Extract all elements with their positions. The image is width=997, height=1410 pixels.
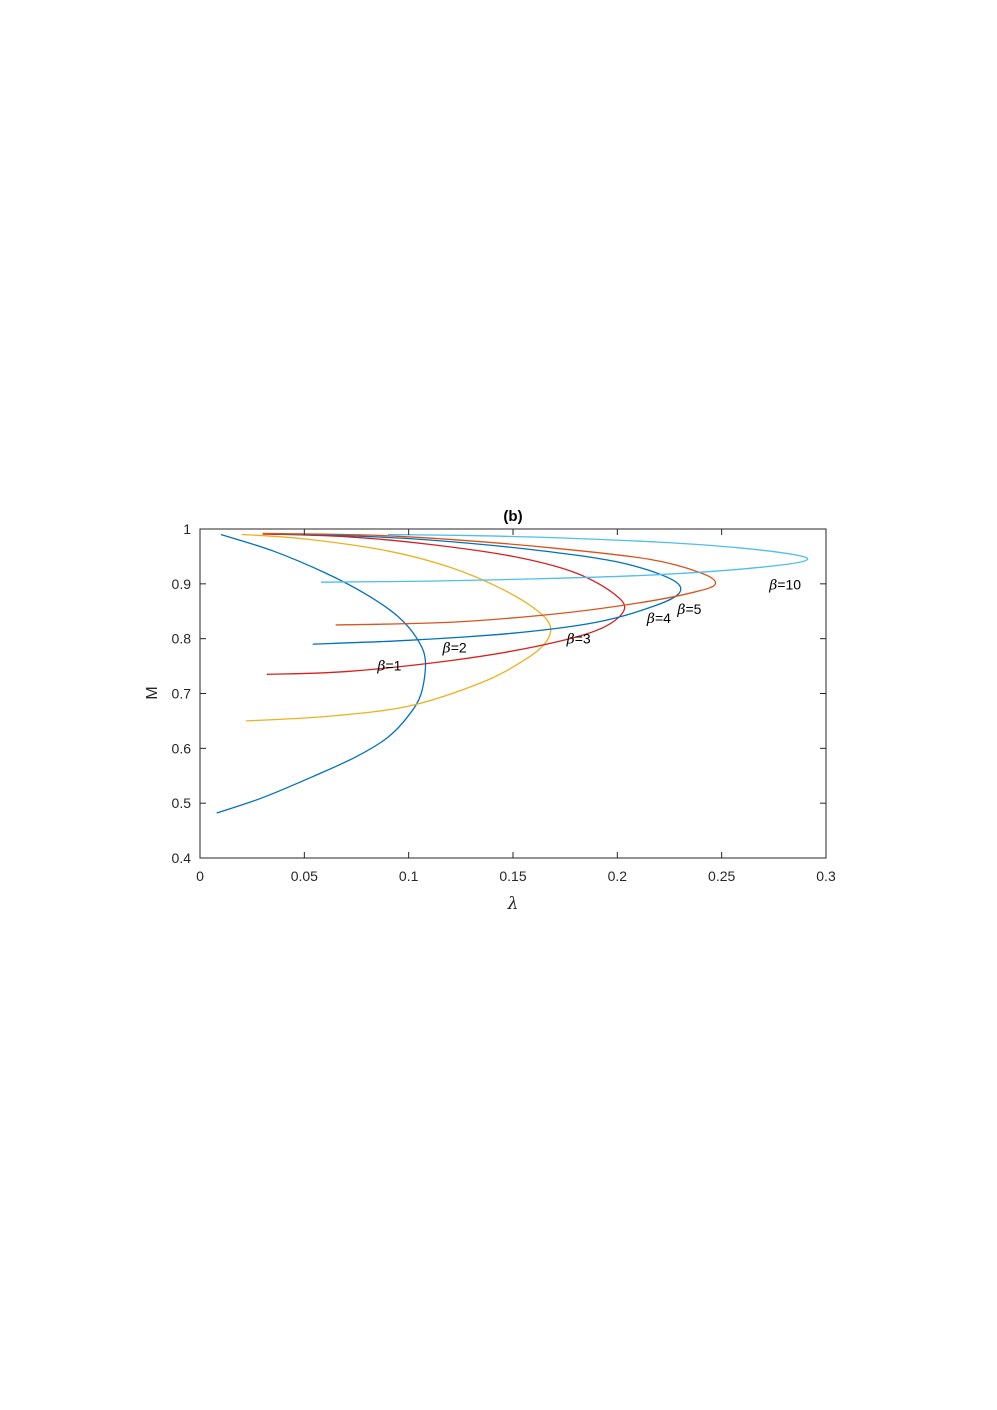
series-line-2 bbox=[241, 533, 552, 722]
plot-area bbox=[200, 529, 826, 858]
series-layer bbox=[216, 532, 809, 814]
x-tick-label: 0.15 bbox=[499, 868, 526, 884]
series-line-1 bbox=[216, 533, 427, 814]
x-axis-label: λ bbox=[507, 894, 519, 914]
curve-label: β=2 bbox=[442, 640, 467, 657]
y-tick-label: 0.6 bbox=[172, 740, 192, 756]
y-tick-label: 1 bbox=[183, 521, 191, 537]
curve-label: β=4 bbox=[646, 610, 671, 627]
series-line-3 bbox=[262, 533, 626, 675]
x-tick-label: 0 bbox=[196, 868, 204, 884]
y-tick-label: 0.7 bbox=[172, 686, 192, 702]
curve-label: β=10 bbox=[768, 577, 801, 594]
y-tick-label: 0.8 bbox=[172, 631, 192, 647]
x-tick-label: 0.2 bbox=[608, 868, 628, 884]
y-tick-label: 0.4 bbox=[172, 850, 192, 866]
series-line-5 bbox=[262, 532, 717, 626]
curve-labels: β=1 β=2 β=3 β=4 β=5 β=10 bbox=[376, 577, 801, 675]
x-axis-ticks: 0 0.05 0.1 0.15 0.2 0.25 0.3 bbox=[196, 529, 836, 884]
curve-label: β=5 bbox=[676, 601, 701, 618]
y-axis-ticks: 0.4 0.5 0.6 0.7 0.8 0.9 1 bbox=[172, 521, 826, 866]
series-line-4 bbox=[279, 533, 682, 645]
x-tick-label: 0.1 bbox=[399, 868, 419, 884]
curve-label: β=1 bbox=[376, 658, 401, 675]
y-tick-label: 0.9 bbox=[172, 576, 192, 592]
chart-title: (b) bbox=[503, 508, 522, 525]
curve-label: β=3 bbox=[566, 630, 591, 647]
x-tick-label: 0.25 bbox=[708, 868, 735, 884]
y-tick-label: 0.5 bbox=[172, 795, 192, 811]
y-axis-label: M bbox=[144, 686, 161, 699]
x-tick-label: 0.05 bbox=[291, 868, 318, 884]
x-tick-label: 0.3 bbox=[816, 868, 836, 884]
series-line-6 bbox=[321, 533, 809, 583]
